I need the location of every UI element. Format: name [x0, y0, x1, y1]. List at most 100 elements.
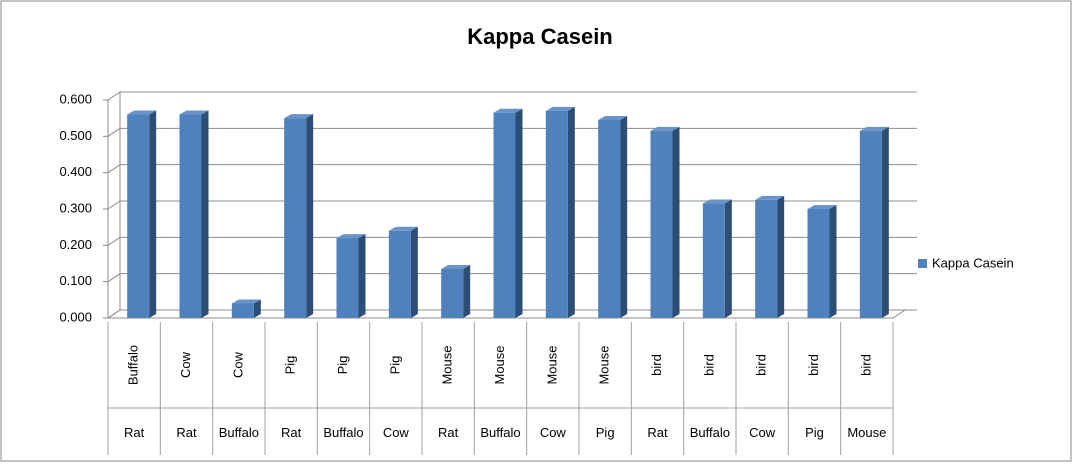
bar-front — [493, 112, 516, 318]
x-tick-label: Mouse — [544, 345, 559, 384]
x-outer-label: Cow — [749, 425, 776, 440]
y-tick-label: 0.200 — [59, 237, 92, 252]
bar — [702, 199, 732, 318]
bar-side — [149, 110, 157, 319]
bar — [127, 110, 157, 319]
x-tick-label: bird — [806, 354, 821, 376]
bar-top — [284, 114, 314, 119]
bar-top — [179, 110, 209, 115]
grid-line — [107, 273, 121, 283]
bar-front — [231, 303, 254, 318]
x-tick-label: bird — [701, 354, 716, 376]
bar-side — [777, 195, 785, 318]
x-tick-label: Buffalo — [126, 345, 141, 385]
grid-line — [107, 91, 121, 101]
x-tick-label: Mouse — [492, 345, 507, 384]
bar-top — [388, 226, 418, 231]
x-outer-label: Mouse — [847, 425, 886, 440]
bar-front — [179, 114, 202, 319]
bar-front — [441, 268, 464, 318]
bar — [545, 106, 575, 319]
y-tick-label: 0.500 — [59, 128, 92, 143]
legend-swatch — [918, 259, 927, 268]
x-outer-label: Buffalo — [690, 425, 730, 440]
x-outer-label: Buffalo — [219, 425, 259, 440]
x-tick-label: Cow — [230, 351, 245, 378]
x-tick-label: bird — [754, 354, 769, 376]
grid-line — [107, 164, 121, 174]
bar-side — [463, 264, 471, 318]
bar-front — [650, 130, 673, 318]
x-tick-label: Cow — [178, 351, 193, 378]
bar — [441, 264, 471, 318]
bar-front — [859, 130, 882, 318]
bar — [336, 234, 366, 318]
bar-side — [672, 126, 680, 318]
bar-front — [284, 118, 307, 319]
bar — [807, 205, 837, 318]
y-tick-label: 0.600 — [59, 91, 92, 106]
bar-top — [598, 115, 628, 120]
x-outer-label: Rat — [124, 425, 145, 440]
bar-top — [231, 299, 261, 304]
bar-side — [306, 114, 314, 319]
bar-front — [388, 230, 411, 318]
y-tick-label: 0.300 — [59, 200, 92, 215]
bar-top — [336, 234, 366, 239]
bar — [231, 299, 261, 318]
grid-line — [107, 309, 121, 319]
bar-front — [598, 119, 621, 318]
y-tick-label: 0.000 — [59, 309, 92, 324]
bar-top — [493, 108, 523, 113]
bar-top — [127, 110, 157, 115]
bar-side — [567, 106, 575, 319]
bar-front — [702, 203, 725, 318]
bar-side — [253, 299, 261, 318]
bar-top — [755, 195, 785, 200]
bar — [179, 110, 209, 319]
x-tick-label: Mouse — [440, 345, 455, 384]
x-tick-label: bird — [858, 354, 873, 376]
bar — [650, 126, 680, 318]
grid-line — [107, 200, 121, 210]
bar-side — [829, 205, 837, 318]
bar-side — [201, 110, 209, 319]
x-outer-label: Rat — [176, 425, 197, 440]
x-tick-label: Pig — [387, 356, 402, 375]
x-outer-label: Rat — [281, 425, 302, 440]
bar-front — [127, 114, 150, 319]
y-tick-label: 0.100 — [59, 273, 92, 288]
bar-top — [859, 126, 889, 131]
bar — [388, 226, 418, 318]
x-outer-label: Pig — [805, 425, 824, 440]
bar-side — [358, 234, 366, 318]
bar — [493, 108, 523, 318]
bar-side — [410, 226, 418, 318]
bar-side — [724, 199, 732, 318]
x-outer-label: Buffalo — [480, 425, 520, 440]
x-outer-label: Rat — [438, 425, 459, 440]
bar-side — [515, 108, 523, 318]
bar-top — [807, 205, 837, 209]
chart-title: Kappa Casein — [467, 24, 613, 49]
x-tick-label: Mouse — [597, 345, 612, 384]
grid-line — [107, 127, 121, 137]
bar — [859, 126, 889, 318]
x-tick-label: Pig — [283, 356, 298, 375]
x-outer-label: Rat — [647, 425, 668, 440]
grid-line — [107, 236, 121, 246]
bar — [598, 115, 628, 318]
bar-top — [545, 106, 575, 111]
bar — [755, 195, 785, 318]
x-tick-label: bird — [649, 354, 664, 376]
bar-front — [807, 209, 830, 318]
bar-top — [702, 199, 732, 204]
bar-front — [755, 199, 778, 318]
y-tick-label: 0.400 — [59, 164, 92, 179]
bar-side — [881, 126, 889, 318]
x-outer-label: Cow — [540, 425, 567, 440]
x-outer-label: Pig — [596, 425, 615, 440]
bar-top — [650, 126, 680, 131]
